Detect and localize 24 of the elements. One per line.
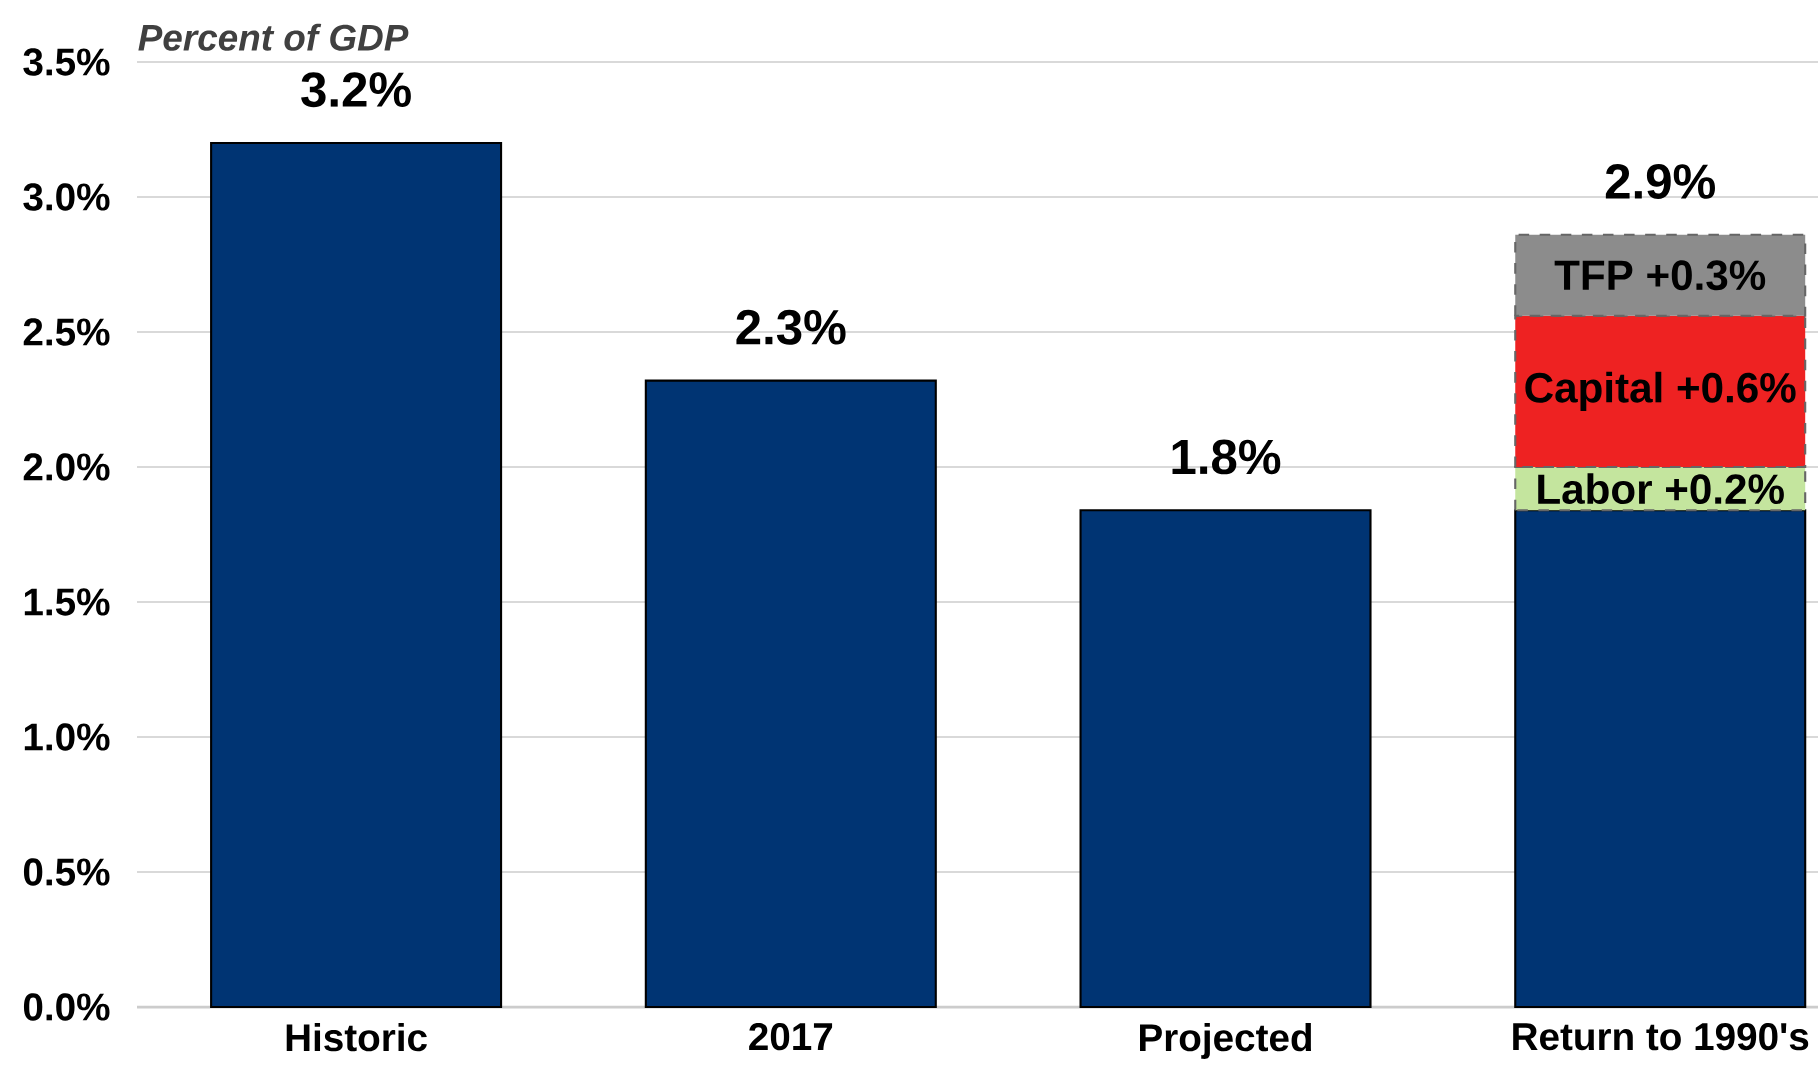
y-tick-label: 2.0% xyxy=(23,453,110,481)
data-label: 2.3% xyxy=(736,309,846,345)
y-tick-label: 3.5% xyxy=(23,48,110,76)
data-label: Labor +0.2% xyxy=(1538,473,1784,505)
total-label: 2.9% xyxy=(1605,164,1715,199)
bar xyxy=(210,141,503,1009)
x-tick-label: Return to 1990's xyxy=(1513,1022,1809,1051)
x-tick-label: Projected xyxy=(1140,1022,1312,1059)
bar xyxy=(1514,509,1807,1009)
y-tick-label: 3.0% xyxy=(23,183,110,211)
data-label: Capital +0.6% xyxy=(1525,371,1796,412)
y-tick-label: 1.0% xyxy=(24,723,110,751)
y-tick-label: 0.5% xyxy=(23,858,110,886)
x-tick-label: 2017 xyxy=(749,1022,833,1051)
data-label: TFP +0.3% xyxy=(1554,260,1766,291)
data-label: 3.2% xyxy=(301,72,411,108)
y-axis-title: Percent of GDP xyxy=(138,23,409,51)
bar xyxy=(1079,509,1372,1009)
data-label: 1.8% xyxy=(1172,439,1281,475)
y-tick-label: 2.5% xyxy=(23,318,110,346)
bar xyxy=(644,379,937,1009)
y-tick-label: 0.0% xyxy=(23,993,110,1021)
x-tick-label: Historic xyxy=(286,1022,427,1052)
y-tick-label: 1.5% xyxy=(24,588,110,616)
